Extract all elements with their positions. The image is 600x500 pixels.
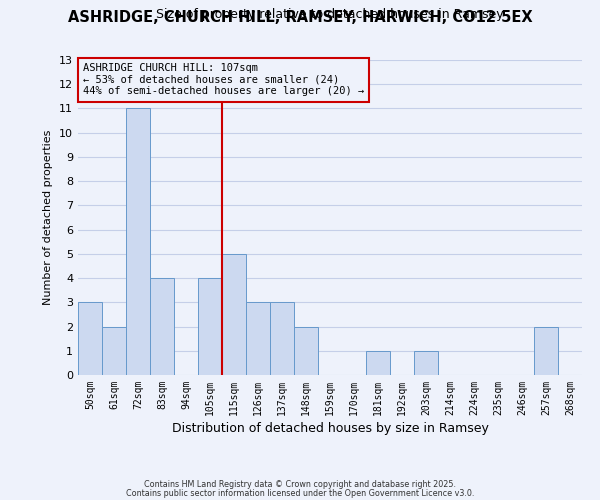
Bar	[150, 278, 174, 375]
Bar	[246, 302, 270, 375]
X-axis label: Distribution of detached houses by size in Ramsey: Distribution of detached houses by size …	[172, 422, 488, 435]
Text: ASHRIDGE, CHURCH HILL, RAMSEY, HARWICH, CO12 5EX: ASHRIDGE, CHURCH HILL, RAMSEY, HARWICH, …	[68, 10, 532, 25]
Y-axis label: Number of detached properties: Number of detached properties	[43, 130, 53, 305]
Text: Contains public sector information licensed under the Open Government Licence v3: Contains public sector information licen…	[126, 489, 474, 498]
Text: ASHRIDGE CHURCH HILL: 107sqm
← 53% of detached houses are smaller (24)
44% of se: ASHRIDGE CHURCH HILL: 107sqm ← 53% of de…	[83, 63, 364, 96]
Bar	[198, 278, 222, 375]
Bar	[270, 302, 294, 375]
Bar	[366, 351, 390, 375]
Bar	[78, 302, 102, 375]
Bar	[126, 108, 150, 375]
Text: Contains HM Land Registry data © Crown copyright and database right 2025.: Contains HM Land Registry data © Crown c…	[144, 480, 456, 489]
Bar	[534, 326, 558, 375]
Title: Size of property relative to detached houses in Ramsey: Size of property relative to detached ho…	[156, 8, 504, 22]
Bar	[294, 326, 318, 375]
Bar	[222, 254, 246, 375]
Bar	[102, 326, 126, 375]
Bar	[414, 351, 438, 375]
